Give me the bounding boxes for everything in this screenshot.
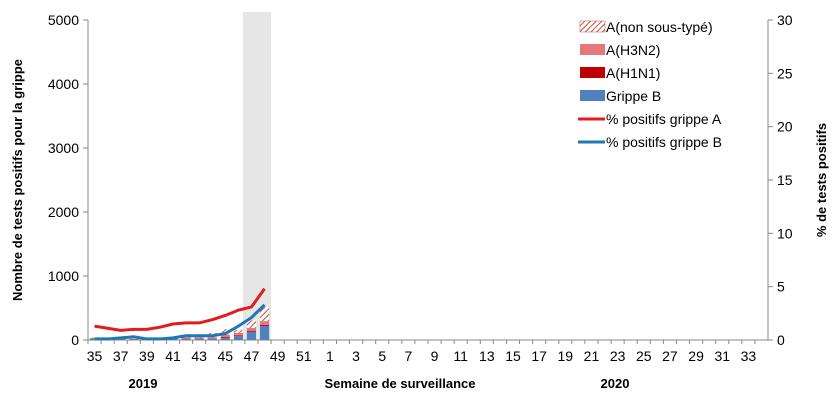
y-tick-label: 0 — [71, 332, 79, 348]
highlight-band — [256, 12, 272, 340]
x-tick-label: 25 — [636, 348, 652, 364]
bar-non-sous-type — [220, 329, 230, 335]
bar-h1n1 — [220, 337, 230, 339]
y2-tick-label: 25 — [777, 65, 793, 81]
line-pct-a — [94, 287, 266, 332]
bar-h3n2 — [207, 337, 217, 339]
legend-swatch — [579, 20, 606, 33]
x-tick-label: 3 — [352, 348, 360, 364]
y-tick-label: 3000 — [48, 140, 79, 156]
x-tick-label: 47 — [244, 348, 260, 364]
x-tick-label: 5 — [378, 348, 386, 364]
bar-h3n2 — [259, 321, 270, 325]
x-tick-label: 23 — [610, 348, 626, 364]
x-tick-label: 19 — [558, 348, 574, 364]
legend-swatch — [580, 67, 605, 78]
x-tick-label: 39 — [139, 348, 155, 364]
bar-grippe-b — [220, 338, 230, 340]
y-tick-label: 1000 — [48, 268, 79, 284]
line-pct-b — [94, 303, 266, 341]
legend-label: A(non sous-typé) — [606, 19, 713, 35]
x-tick-label: 43 — [191, 348, 207, 364]
legend-label: % positifs grippe B — [606, 134, 722, 150]
x-tick-label: 7 — [404, 348, 412, 364]
y-axis-label: Nombre de tests positifs pour la grippe — [10, 59, 25, 301]
legend-label: A(H3N2) — [606, 42, 660, 58]
bar-grippe-b — [246, 331, 257, 340]
x-tick-label: 41 — [165, 348, 181, 364]
bar-non-sous-type — [129, 338, 139, 339]
bar-h3n2 — [220, 334, 230, 338]
bar-non-sous-type — [259, 307, 270, 322]
x-tick-label: 45 — [218, 348, 234, 364]
x-tick-label: 37 — [113, 348, 129, 364]
legend-label: % positifs grippe A — [606, 111, 722, 127]
bar-h3n2 — [233, 332, 243, 336]
x-tick-label: 51 — [296, 348, 312, 364]
x-tick-label: 21 — [584, 348, 600, 364]
bar-grippe-b — [207, 338, 217, 340]
y2-tick-label: 20 — [777, 119, 793, 135]
x-tick-label: 27 — [662, 348, 678, 364]
y2-tick-label: 10 — [777, 225, 793, 241]
x-tick-label: 9 — [431, 348, 439, 364]
bar-grippe-b — [129, 339, 139, 340]
y2-tick-label: 5 — [777, 279, 785, 295]
legend-label: A(H1N1) — [606, 65, 660, 81]
y2-tick-label: 0 — [777, 332, 785, 348]
bar-h1n1 — [259, 324, 270, 326]
x-tick-label: 29 — [688, 348, 704, 364]
bar-h1n1 — [246, 330, 257, 332]
x-tick-label: 17 — [531, 348, 547, 364]
x-tick-label: 13 — [479, 348, 495, 364]
legend-swatch — [580, 90, 605, 101]
bar-h1n1 — [233, 335, 243, 337]
bar-grippe-b — [168, 339, 178, 340]
x-tick-label: 49 — [270, 348, 286, 364]
legend-label: Grippe B — [606, 88, 661, 104]
x-tick-label: 31 — [714, 348, 730, 364]
legend-swatch — [580, 44, 605, 55]
x-tick-label: 15 — [505, 348, 521, 364]
bar-non-sous-type — [246, 320, 257, 328]
bar-h3n2 — [181, 337, 191, 339]
bar-h3n2 — [246, 327, 257, 331]
y2-axis-label: % de tests positifs — [814, 123, 829, 237]
bar-grippe-b — [116, 339, 126, 340]
x-tick-label: 1 — [326, 348, 334, 364]
highlight-band — [242, 12, 258, 340]
bar-grippe-b — [181, 338, 191, 340]
year-2019: 2019 — [129, 376, 158, 391]
x-tick-label: 11 — [453, 348, 468, 364]
bar-grippe-b — [259, 325, 270, 340]
y2-tick-label: 15 — [777, 172, 793, 188]
y-tick-label: 5000 — [48, 12, 79, 28]
y-tick-label: 2000 — [48, 204, 79, 220]
x-tick-label: 33 — [741, 348, 757, 364]
year-2020: 2020 — [601, 376, 630, 391]
bar-grippe-b — [233, 336, 243, 340]
bar-non-sous-type — [233, 329, 243, 333]
bar-grippe-b — [194, 338, 204, 340]
bar-h3n2 — [194, 337, 204, 339]
y2-tick-label: 30 — [777, 12, 793, 28]
x-tick-label: 35 — [87, 348, 103, 364]
x-axis-label: Semaine de surveillance — [324, 376, 475, 391]
legend: A(non sous-typé) A(H3N2) A(H1N1) Grippe B % … — [578, 19, 722, 150]
y-tick-label: 4000 — [48, 76, 79, 92]
